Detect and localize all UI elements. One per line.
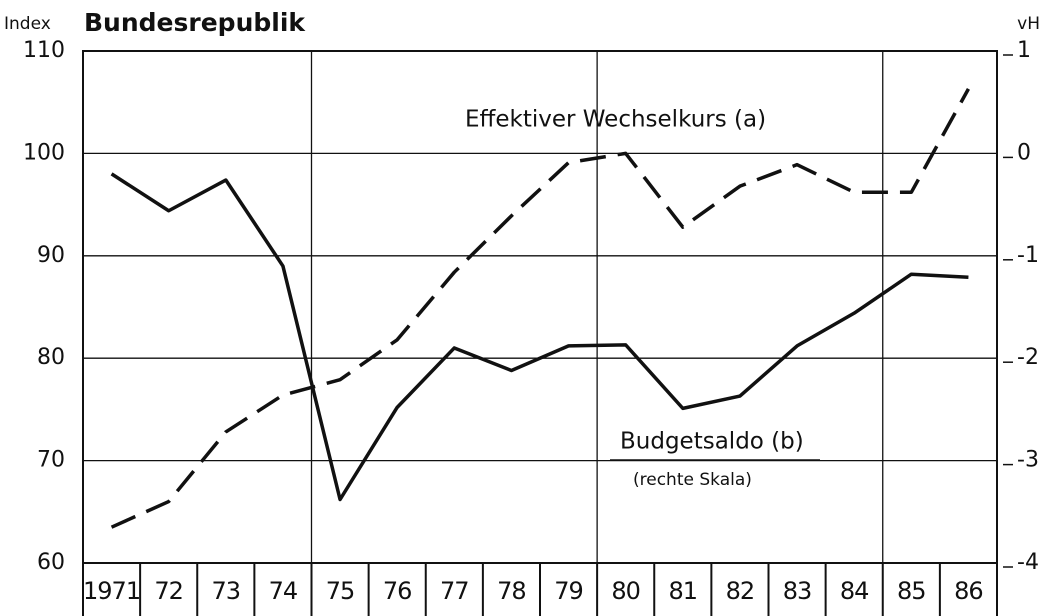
y2-tick-label: -2 xyxy=(1017,345,1039,370)
y2-tick-label: -4 xyxy=(1017,550,1039,575)
y2-axis-label: vH xyxy=(1017,14,1040,34)
x-tick-label: 75 xyxy=(326,577,355,605)
x-tick-label: 80 xyxy=(611,577,640,605)
y2-tick-label: -3 xyxy=(1017,448,1039,473)
annotation: Effektiver Wechselkurs (a) xyxy=(465,107,766,133)
x-tick-label: 85 xyxy=(897,577,926,605)
chart-title: Bundesrepublik xyxy=(84,8,306,37)
y2-tick-label: 1 xyxy=(1017,38,1031,63)
x-tick-label: 79 xyxy=(554,577,583,605)
y2-tick-label: -1 xyxy=(1017,243,1039,268)
series-line xyxy=(110,172,969,502)
y-tick-label: 60 xyxy=(37,550,65,575)
y-axis-label: Index xyxy=(4,14,51,34)
y-tick-label: 80 xyxy=(37,345,65,370)
annotation: (rechte Skala) xyxy=(633,470,752,490)
x-tick-label: 78 xyxy=(497,577,526,605)
y-tick-label: 100 xyxy=(23,140,65,165)
plot-frame xyxy=(82,50,998,564)
x-tick-label: 86 xyxy=(954,577,983,605)
y2-tick-label: 0 xyxy=(1017,140,1031,165)
x-tick-label: 76 xyxy=(383,577,412,605)
y-tick-label: 110 xyxy=(23,38,65,63)
y-tick-label: 70 xyxy=(37,448,65,473)
x-tick-label: 83 xyxy=(783,577,812,605)
x-tick-label: 77 xyxy=(440,577,469,605)
x-tick-label: 74 xyxy=(269,577,298,605)
series-line xyxy=(110,88,970,529)
annotation: Budgetsaldo (b) xyxy=(620,429,804,455)
x-tick-label: 84 xyxy=(840,577,869,605)
x-tick-label: 81 xyxy=(669,577,698,605)
x-tick-label: 72 xyxy=(154,577,183,605)
x-tick-label: 82 xyxy=(726,577,755,605)
x-tick-label: 73 xyxy=(212,577,241,605)
x-tick-label: 1971 xyxy=(83,577,140,605)
y-tick-label: 90 xyxy=(37,243,65,268)
